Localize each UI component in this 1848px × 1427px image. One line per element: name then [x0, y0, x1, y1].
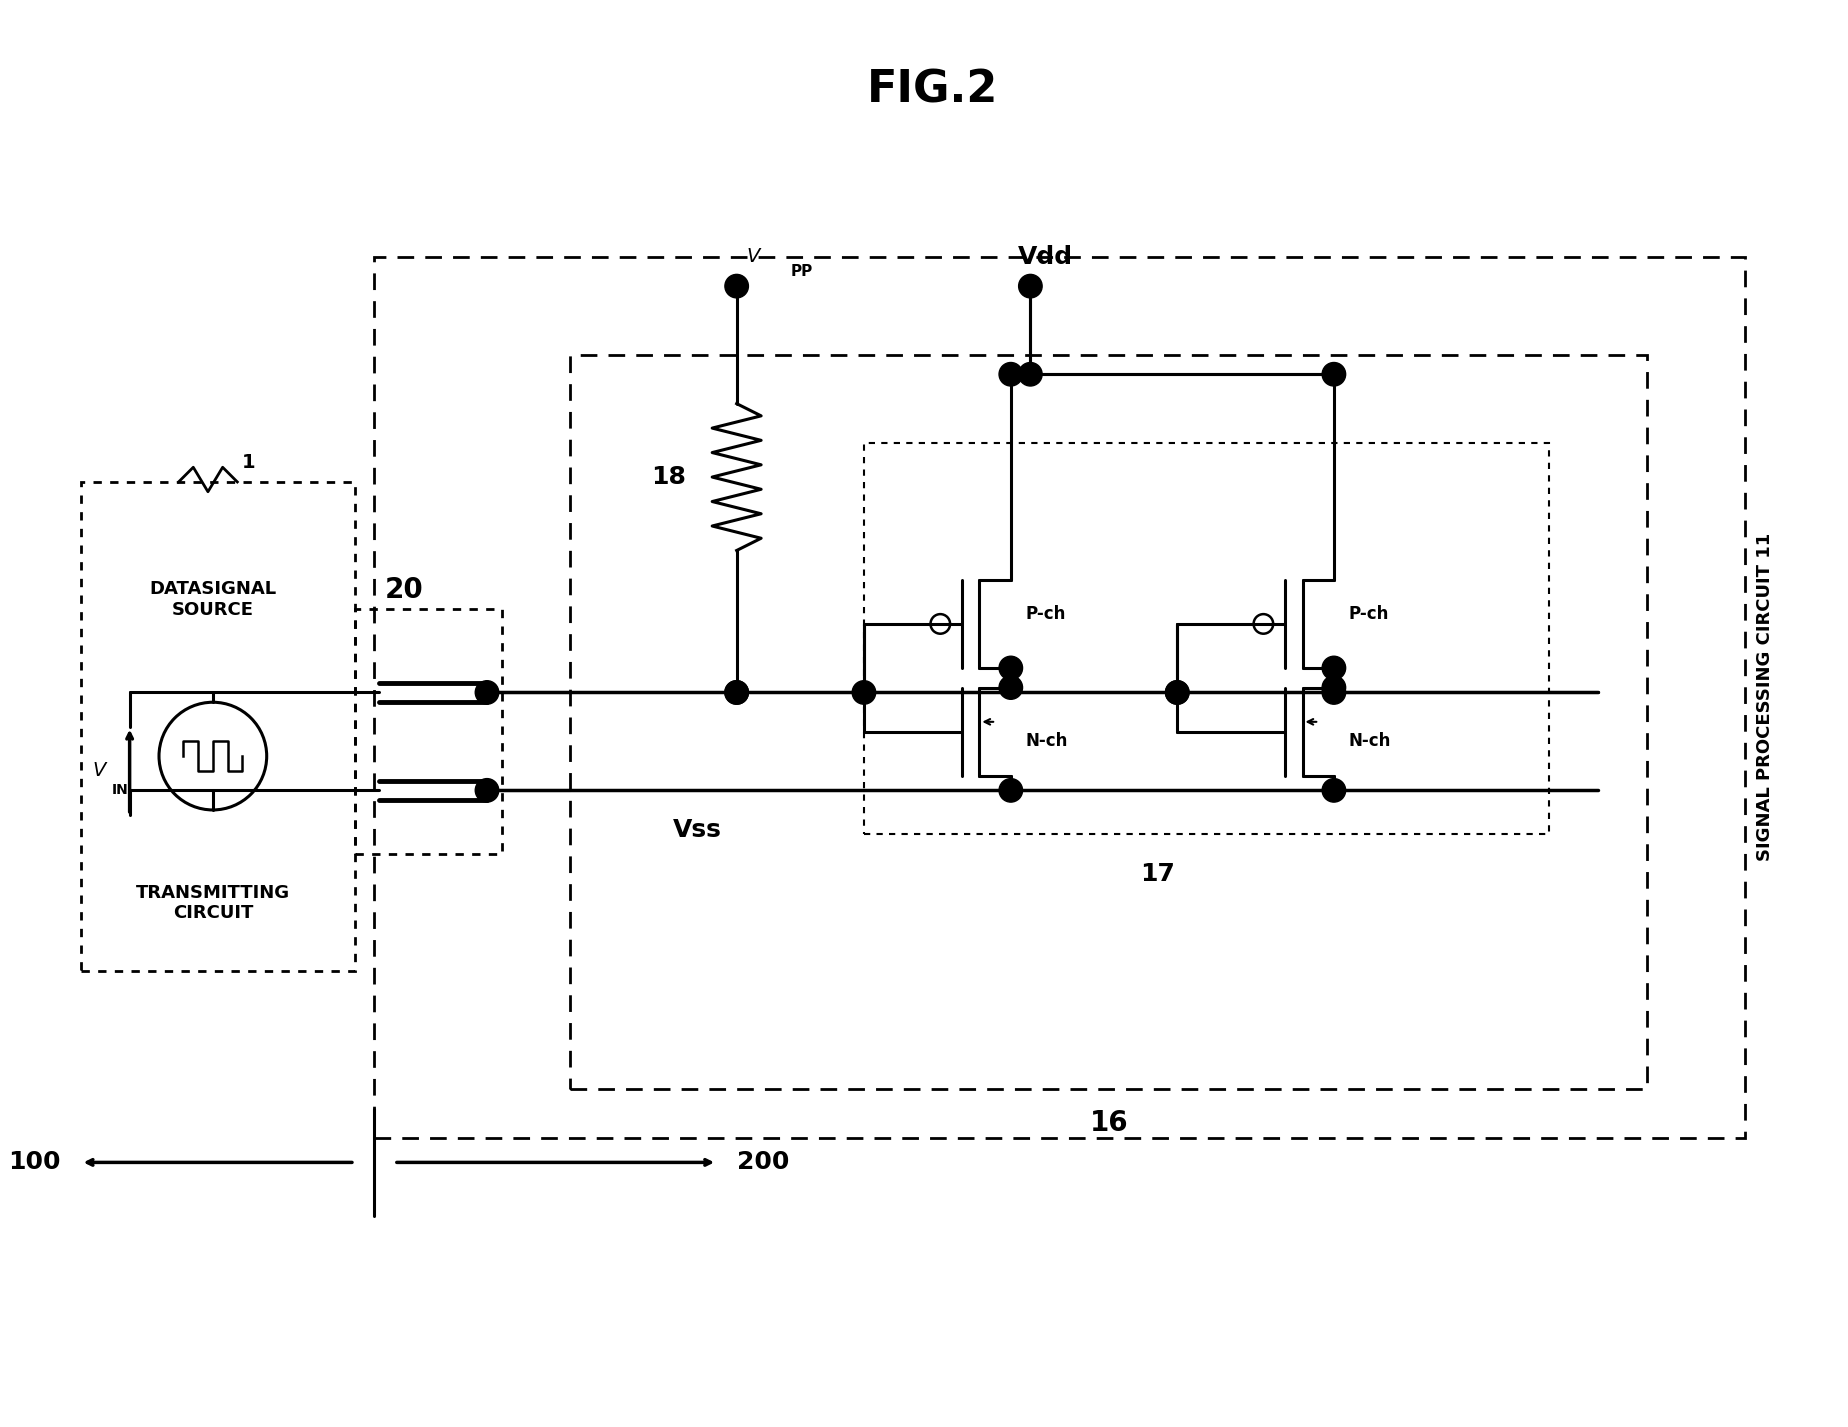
Text: 200: 200 [737, 1150, 789, 1174]
Text: IN: IN [111, 783, 128, 798]
Circle shape [1000, 656, 1022, 679]
Text: 16: 16 [1088, 1109, 1127, 1137]
Circle shape [1000, 676, 1022, 699]
Text: P-ch: P-ch [1349, 605, 1390, 624]
Circle shape [475, 779, 499, 802]
Text: Vss: Vss [673, 818, 723, 842]
Text: $V$: $V$ [747, 247, 763, 267]
Text: N-ch: N-ch [1026, 732, 1068, 751]
Text: P-ch: P-ch [1026, 605, 1066, 624]
Circle shape [1321, 779, 1345, 802]
Circle shape [852, 681, 876, 704]
Text: 17: 17 [1140, 862, 1175, 886]
Text: N-ch: N-ch [1349, 732, 1392, 751]
Circle shape [724, 274, 748, 298]
Circle shape [1166, 681, 1188, 704]
Circle shape [1018, 362, 1042, 385]
Text: TRANSMITTING
CIRCUIT: TRANSMITTING CIRCUIT [135, 883, 290, 922]
Circle shape [1321, 681, 1345, 704]
Circle shape [1018, 274, 1042, 298]
Circle shape [724, 681, 748, 704]
Circle shape [475, 681, 499, 704]
Text: 20: 20 [384, 575, 423, 604]
Text: 18: 18 [650, 465, 686, 489]
Circle shape [1000, 362, 1022, 385]
Text: DATASIGNAL
SOURCE: DATASIGNAL SOURCE [150, 579, 277, 619]
Circle shape [1321, 656, 1345, 679]
Text: $V$: $V$ [92, 761, 109, 781]
Circle shape [1321, 362, 1345, 385]
Text: SIGNAL PROCESSING CIRCUIT 11: SIGNAL PROCESSING CIRCUIT 11 [1756, 534, 1774, 862]
Circle shape [1000, 779, 1022, 802]
Text: Vdd: Vdd [1018, 245, 1072, 268]
Text: FIG.2: FIG.2 [867, 68, 998, 111]
Text: 100: 100 [9, 1150, 61, 1174]
Text: PP: PP [791, 264, 813, 278]
Circle shape [1321, 676, 1345, 699]
Circle shape [1166, 681, 1188, 704]
Text: 1: 1 [242, 452, 255, 472]
Circle shape [724, 681, 748, 704]
